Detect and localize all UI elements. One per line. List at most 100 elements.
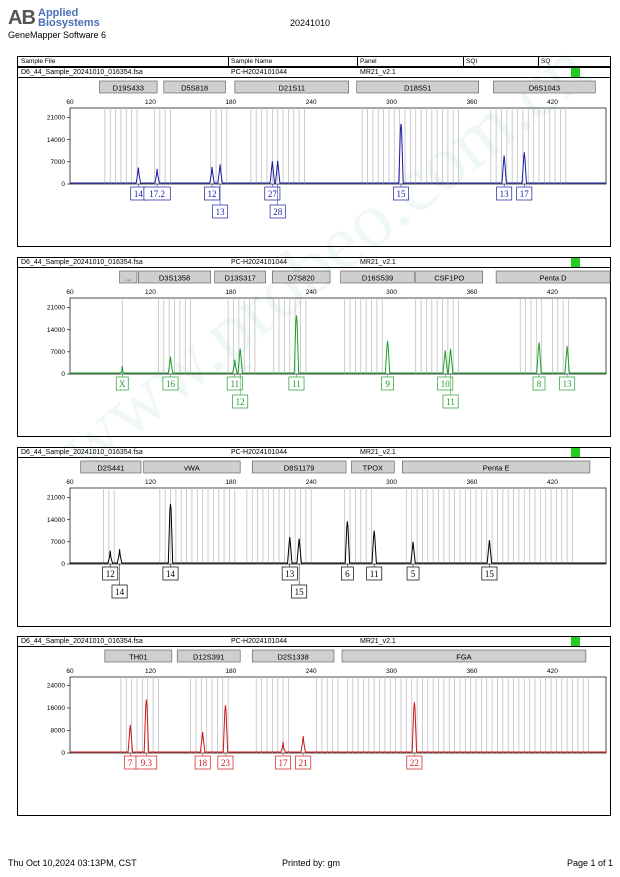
- col-sample-name: Sample Name: [231, 58, 273, 65]
- marker-label: D3S1358: [159, 274, 190, 283]
- sample-file: D6_44_Sample_20241010_016354.fsa: [21, 259, 143, 266]
- panel-name: MR21_v2.1: [360, 449, 396, 456]
- marker-bar: [99, 80, 158, 94]
- logo-text: Applied Biosystems: [38, 7, 100, 29]
- marker-bar: [495, 270, 611, 284]
- marker-bar: [143, 460, 241, 474]
- x-tick-label: 180: [225, 668, 236, 675]
- allele-call-label: 15: [396, 189, 406, 199]
- allele-box: [481, 566, 498, 581]
- x-tick-label: 360: [467, 479, 478, 486]
- marker-bar: [163, 80, 226, 94]
- allele-box: [381, 376, 394, 391]
- y-tick-label: 21000: [47, 115, 65, 122]
- sample-info-row: D6_44_Sample_20241010_016354.fsa PC-H202…: [18, 637, 610, 647]
- allele-call-label: 5: [411, 569, 416, 579]
- logo-line-2: Biosystems: [38, 17, 100, 29]
- column-header-row: Sample File Sample Name Panel SQI SQ: [17, 56, 611, 67]
- allele-box: [162, 566, 179, 581]
- plot-frame: [69, 107, 607, 185]
- allele-box: [516, 186, 533, 201]
- signal-trace: [70, 699, 606, 753]
- marker-label: TPOX: [363, 464, 383, 473]
- allele-call-label: 12: [208, 189, 217, 199]
- marker-label: D7S820: [288, 274, 315, 283]
- col-sample-file: Sample File: [21, 58, 56, 65]
- marker-bar: [340, 270, 415, 284]
- allele-call-label: 7: [128, 758, 133, 768]
- allele-call-label: 9: [385, 379, 390, 389]
- allele-call-label: 6: [345, 569, 350, 579]
- logo-mark: AB: [8, 7, 36, 29]
- y-tick-label: 0: [61, 371, 65, 378]
- allele-call-label: 13: [563, 379, 573, 389]
- marker-label: D21S11: [278, 84, 305, 93]
- allele-call-label: 13: [216, 207, 226, 217]
- x-tick-label: 420: [547, 668, 558, 675]
- signal-trace: [70, 123, 606, 184]
- x-tick-label: 60: [66, 99, 74, 106]
- status-indicator: [571, 68, 580, 77]
- allele-call-label: 14: [115, 587, 125, 597]
- allele-box: [264, 186, 281, 201]
- x-tick-label: 180: [225, 479, 236, 486]
- x-tick-label: 300: [386, 479, 397, 486]
- status-indicator: [571, 637, 580, 646]
- sample-info-row: D6_44_Sample_20241010_016354.fsa PC-H202…: [18, 258, 610, 268]
- marker-bar: [251, 649, 335, 663]
- allele-box: [269, 204, 286, 219]
- allele-box: [102, 566, 119, 581]
- allele-box: [143, 186, 171, 201]
- sample-info-row: D6_44_Sample_20241010_016354.fsa PC-H202…: [18, 448, 610, 458]
- marker-label: D12S391: [193, 653, 224, 662]
- electropherogram-black: D2S441 vWA D8S1179 TPOX Penta E60 120 180 240 30…: [47, 460, 607, 599]
- panel-name: MR21_v2.1: [360, 638, 396, 645]
- marker-bar: [415, 270, 484, 284]
- allele-box: [295, 755, 312, 770]
- y-tick-label: 14000: [47, 327, 65, 334]
- logo-line-1: Applied: [38, 7, 79, 19]
- allele-box: [366, 566, 383, 581]
- allele-box: [212, 204, 229, 219]
- allele-call-label: 27: [268, 189, 278, 199]
- panel-name: MR21_v2.1: [360, 259, 396, 266]
- y-tick-label: 8000: [51, 728, 66, 735]
- y-tick-label: 0: [61, 561, 65, 568]
- software-name: GeneMapper Software 6: [8, 30, 107, 40]
- dye-panel-blue: D6_44_Sample_20241010_016354.fsa PC-H202…: [17, 67, 611, 247]
- y-tick-label: 16000: [47, 705, 65, 712]
- status-indicator: [571, 258, 580, 267]
- printed-at: Thu Oct 10,2024 03:13PM, CST: [8, 858, 137, 868]
- x-tick-label: 60: [66, 668, 74, 675]
- marker-label: D16S539: [362, 274, 393, 283]
- allele-call-label: 23: [221, 758, 231, 768]
- allele-call-label: 13: [285, 569, 295, 579]
- marker-label: ...: [125, 274, 131, 283]
- allele-box: [341, 566, 354, 581]
- allele-call-label: 13: [500, 189, 510, 199]
- signal-trace: [70, 503, 606, 564]
- marker-label: D18S51: [404, 84, 431, 93]
- allele-box: [406, 755, 423, 770]
- allele-box: [162, 376, 179, 391]
- marker-label: TH01: [129, 653, 147, 662]
- marker-label: D2S441: [97, 464, 124, 473]
- x-tick-label: 360: [467, 668, 478, 675]
- plot-frame: [69, 487, 607, 565]
- panel-name: MR21_v2.1: [360, 69, 396, 76]
- allele-call-label: 14: [134, 189, 144, 199]
- x-tick-label: 420: [547, 289, 558, 296]
- allele-box: [288, 376, 305, 391]
- allele-box: [204, 186, 220, 201]
- allele-box: [442, 394, 459, 409]
- marker-bar: [351, 460, 395, 474]
- allele-call-label: 18: [198, 758, 208, 768]
- y-tick-label: 7000: [51, 159, 66, 166]
- allele-box: [559, 376, 576, 391]
- y-tick-label: 21000: [47, 305, 65, 312]
- allele-box: [115, 376, 129, 391]
- x-tick-label: 240: [306, 668, 317, 675]
- y-tick-label: 7000: [51, 349, 66, 356]
- page-number: Page 1 of 1: [567, 858, 614, 868]
